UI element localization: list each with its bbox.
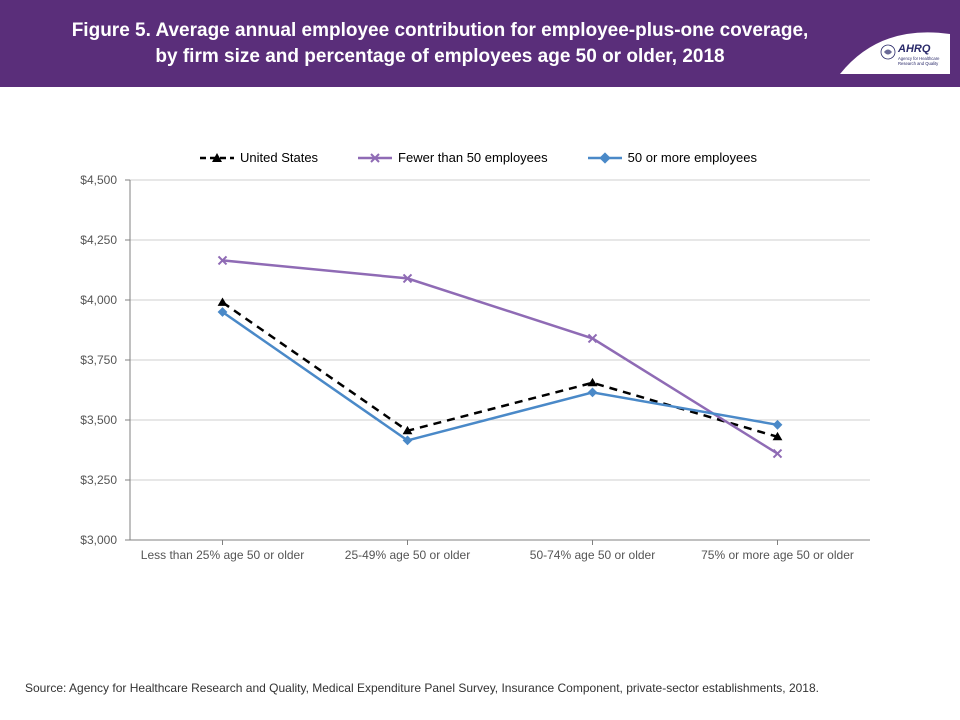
svg-text:AHRQ: AHRQ	[897, 43, 931, 55]
legend-label-more50: 50 or more employees	[628, 150, 757, 165]
y-tick-label: $3,750	[80, 353, 117, 367]
x-tick-label: Less than 25% age 50 or older	[130, 548, 315, 563]
x-tick-label: 25-49% age 50 or older	[315, 548, 500, 563]
legend-swatch-us	[200, 151, 234, 165]
ahrq-logo: AHRQ Agency for Healthcare Research and …	[840, 14, 950, 74]
figure-title: Figure 5. Average annual employee contri…	[60, 18, 820, 69]
y-tick-label: $3,250	[80, 473, 117, 487]
legend-label-us: United States	[240, 150, 318, 165]
chart-plot	[130, 180, 870, 540]
legend-item-fewer50: Fewer than 50 employees	[358, 150, 548, 165]
y-tick-label: $4,500	[80, 173, 117, 187]
y-tick-label: $3,500	[80, 413, 117, 427]
y-tick-label: $4,000	[80, 293, 117, 307]
svg-text:Research and Quality: Research and Quality	[898, 61, 939, 66]
legend-item-us: United States	[200, 150, 318, 165]
legend-item-more50: 50 or more employees	[588, 150, 757, 165]
x-tick-label: 75% or more age 50 or older	[685, 548, 870, 563]
source-citation: Source: Agency for Healthcare Research a…	[25, 681, 819, 695]
chart-container: United States Fewer than 50 employees 50…	[60, 150, 890, 630]
y-tick-label: $3,000	[80, 533, 117, 547]
y-axis: $3,000$3,250$3,500$3,750$4,000$4,250$4,5…	[60, 180, 125, 540]
legend-swatch-fewer50	[358, 151, 392, 165]
y-tick-label: $4,250	[80, 233, 117, 247]
chart-legend: United States Fewer than 50 employees 50…	[200, 150, 757, 165]
x-axis: Less than 25% age 50 or older25-49% age …	[130, 548, 870, 563]
legend-swatch-more50	[588, 151, 622, 165]
header-band: Figure 5. Average annual employee contri…	[0, 0, 960, 87]
x-tick-label: 50-74% age 50 or older	[500, 548, 685, 563]
legend-label-fewer50: Fewer than 50 employees	[398, 150, 548, 165]
